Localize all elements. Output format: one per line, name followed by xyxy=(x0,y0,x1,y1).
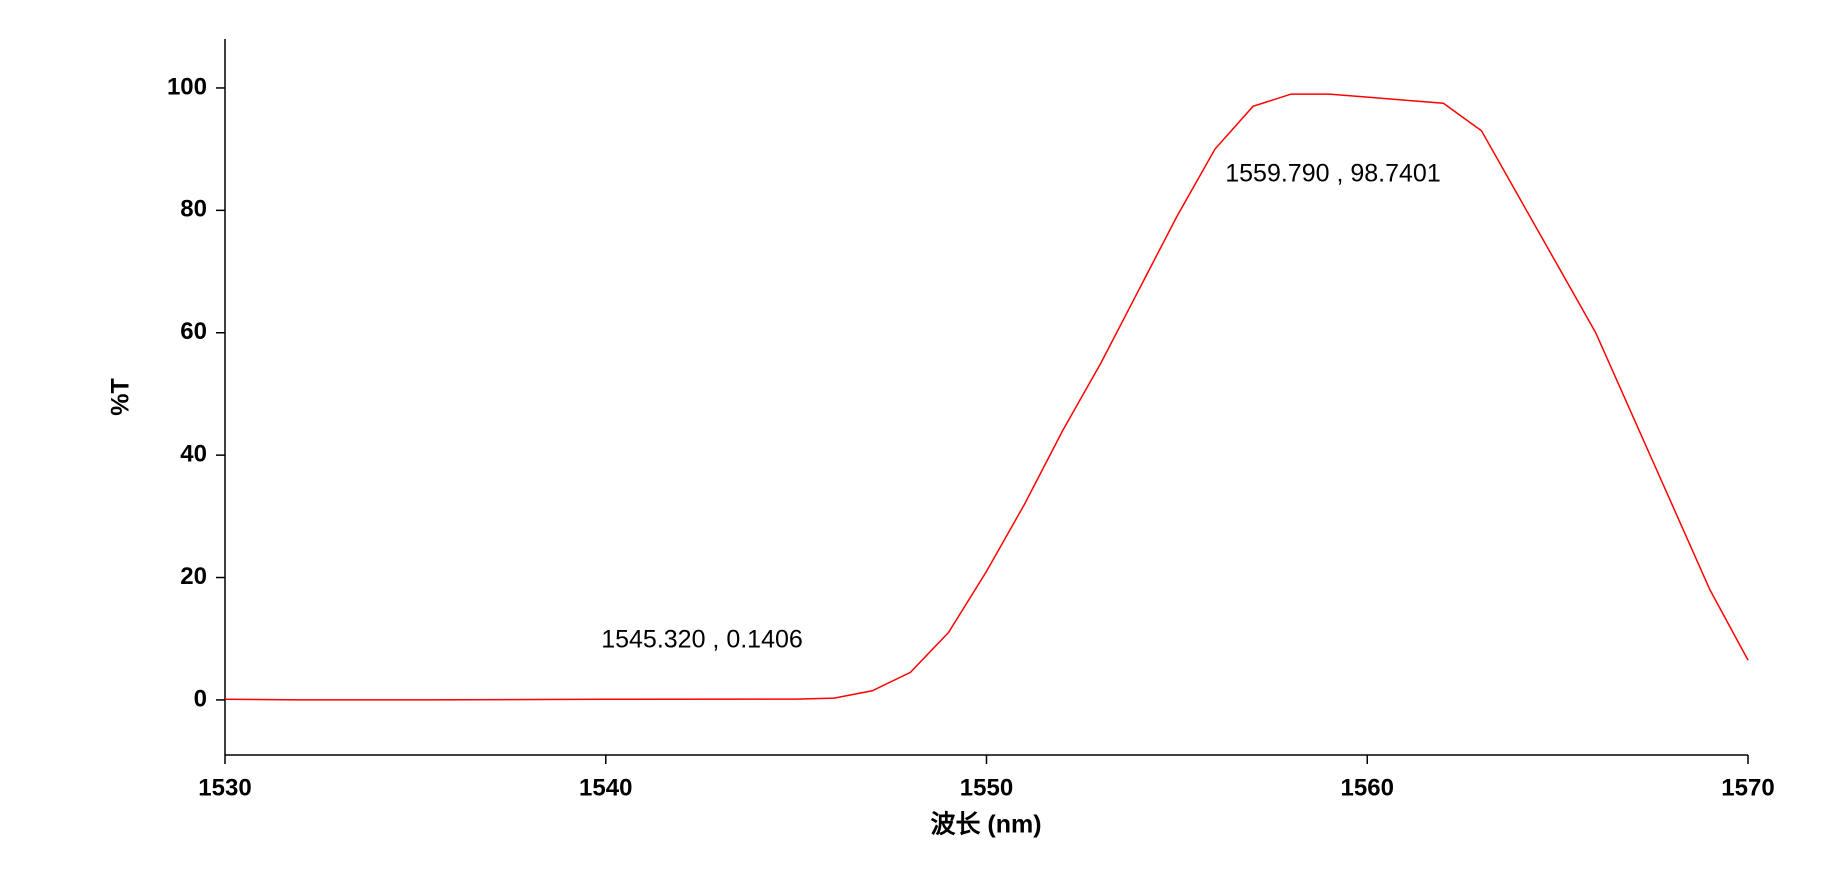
y-axis-title: %T xyxy=(107,378,135,416)
data-line xyxy=(224,93,1749,701)
y-tick-label: 40 xyxy=(180,440,207,467)
y-tick-label: 80 xyxy=(180,196,207,223)
y-tick-label: 20 xyxy=(180,563,207,590)
x-tick-label: 1570 xyxy=(1721,774,1774,801)
y-tick-label: 0 xyxy=(194,685,207,712)
y-tick-label: 60 xyxy=(180,318,207,345)
x-axis-title: 波长 (nm) xyxy=(930,811,1041,839)
annotation: 1559.790 , 98.7401 xyxy=(1225,160,1440,188)
x-tick-label: 1550 xyxy=(960,774,1013,801)
annotation: 1545.320 , 0.1406 xyxy=(601,626,803,654)
x-tick-label: 1560 xyxy=(1341,774,1394,801)
y-tick-label: 100 xyxy=(167,73,207,100)
x-tick-label: 1530 xyxy=(198,774,251,801)
x-tick-label: 1540 xyxy=(579,774,632,801)
